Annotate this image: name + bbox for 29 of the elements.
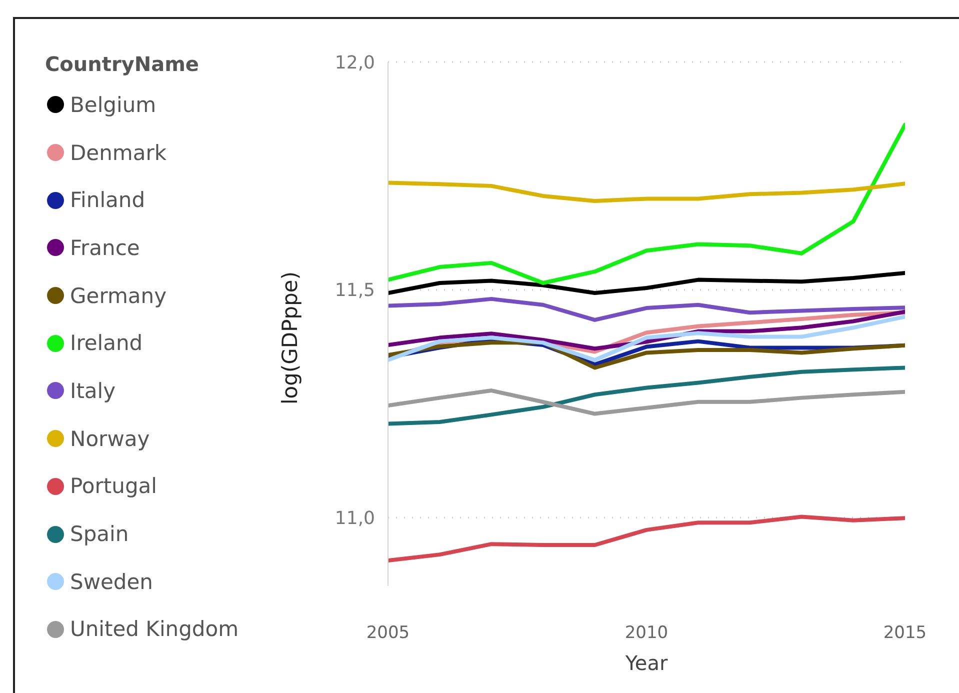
- legend-label: Sweden: [70, 570, 153, 594]
- line-series: [388, 122, 905, 285]
- legend-label: Germany: [70, 284, 167, 308]
- line-series: [388, 514, 905, 562]
- y-tick-label: 12,0: [334, 52, 375, 74]
- y-axis-title: log(GDPppe): [278, 271, 302, 405]
- line-series: [388, 388, 905, 416]
- legend-label: Portugal: [70, 474, 157, 498]
- y-tick-label: 11,5: [334, 280, 375, 302]
- legend-label: France: [70, 236, 140, 260]
- x-tick-label: 2005: [366, 623, 410, 644]
- legend-label: Ireland: [70, 331, 143, 356]
- legend-label: Spain: [70, 522, 129, 546]
- line-series: [388, 180, 905, 203]
- y-tick-label: 11,0: [334, 508, 375, 530]
- x-tick-label: 2010: [624, 623, 668, 644]
- legend-label: Norway: [70, 426, 150, 451]
- legend-label: Denmark: [70, 140, 167, 165]
- legend-label: Finland: [70, 188, 146, 212]
- legend-label: Italy: [70, 378, 116, 403]
- x-axis-title: Year: [624, 651, 668, 675]
- x-tick-label: 2015: [883, 623, 927, 644]
- line-series: [388, 296, 905, 322]
- line-series: [388, 270, 905, 296]
- legend-label: Belgium: [70, 92, 156, 117]
- legend-label: United Kingdom: [70, 617, 239, 642]
- line-series: [388, 366, 905, 426]
- line-series: [388, 310, 905, 351]
- legend-title: CountryName: [45, 51, 200, 78]
